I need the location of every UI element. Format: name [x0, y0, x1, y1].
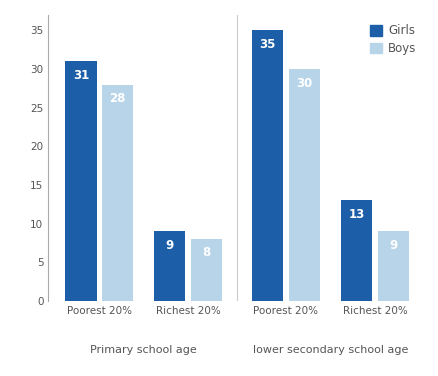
- Bar: [154, 231, 185, 301]
- Bar: [288, 69, 319, 301]
- Text: 8: 8: [202, 246, 210, 259]
- Bar: [102, 85, 133, 301]
- Bar: [191, 239, 222, 301]
- Text: 9: 9: [388, 239, 396, 252]
- Text: lower secondary school age: lower secondary school age: [252, 345, 407, 355]
- Text: 9: 9: [166, 239, 173, 252]
- Bar: [377, 231, 408, 301]
- Legend: Girls, Boys: Girls, Boys: [366, 21, 419, 59]
- Text: 31: 31: [73, 69, 89, 82]
- Bar: [340, 200, 371, 301]
- Bar: [65, 61, 96, 301]
- Bar: [251, 30, 283, 301]
- Text: Primary school age: Primary school age: [90, 345, 197, 355]
- Text: 35: 35: [259, 38, 276, 51]
- Text: 30: 30: [295, 76, 311, 89]
- Text: 13: 13: [348, 208, 364, 221]
- Text: 28: 28: [109, 92, 125, 105]
